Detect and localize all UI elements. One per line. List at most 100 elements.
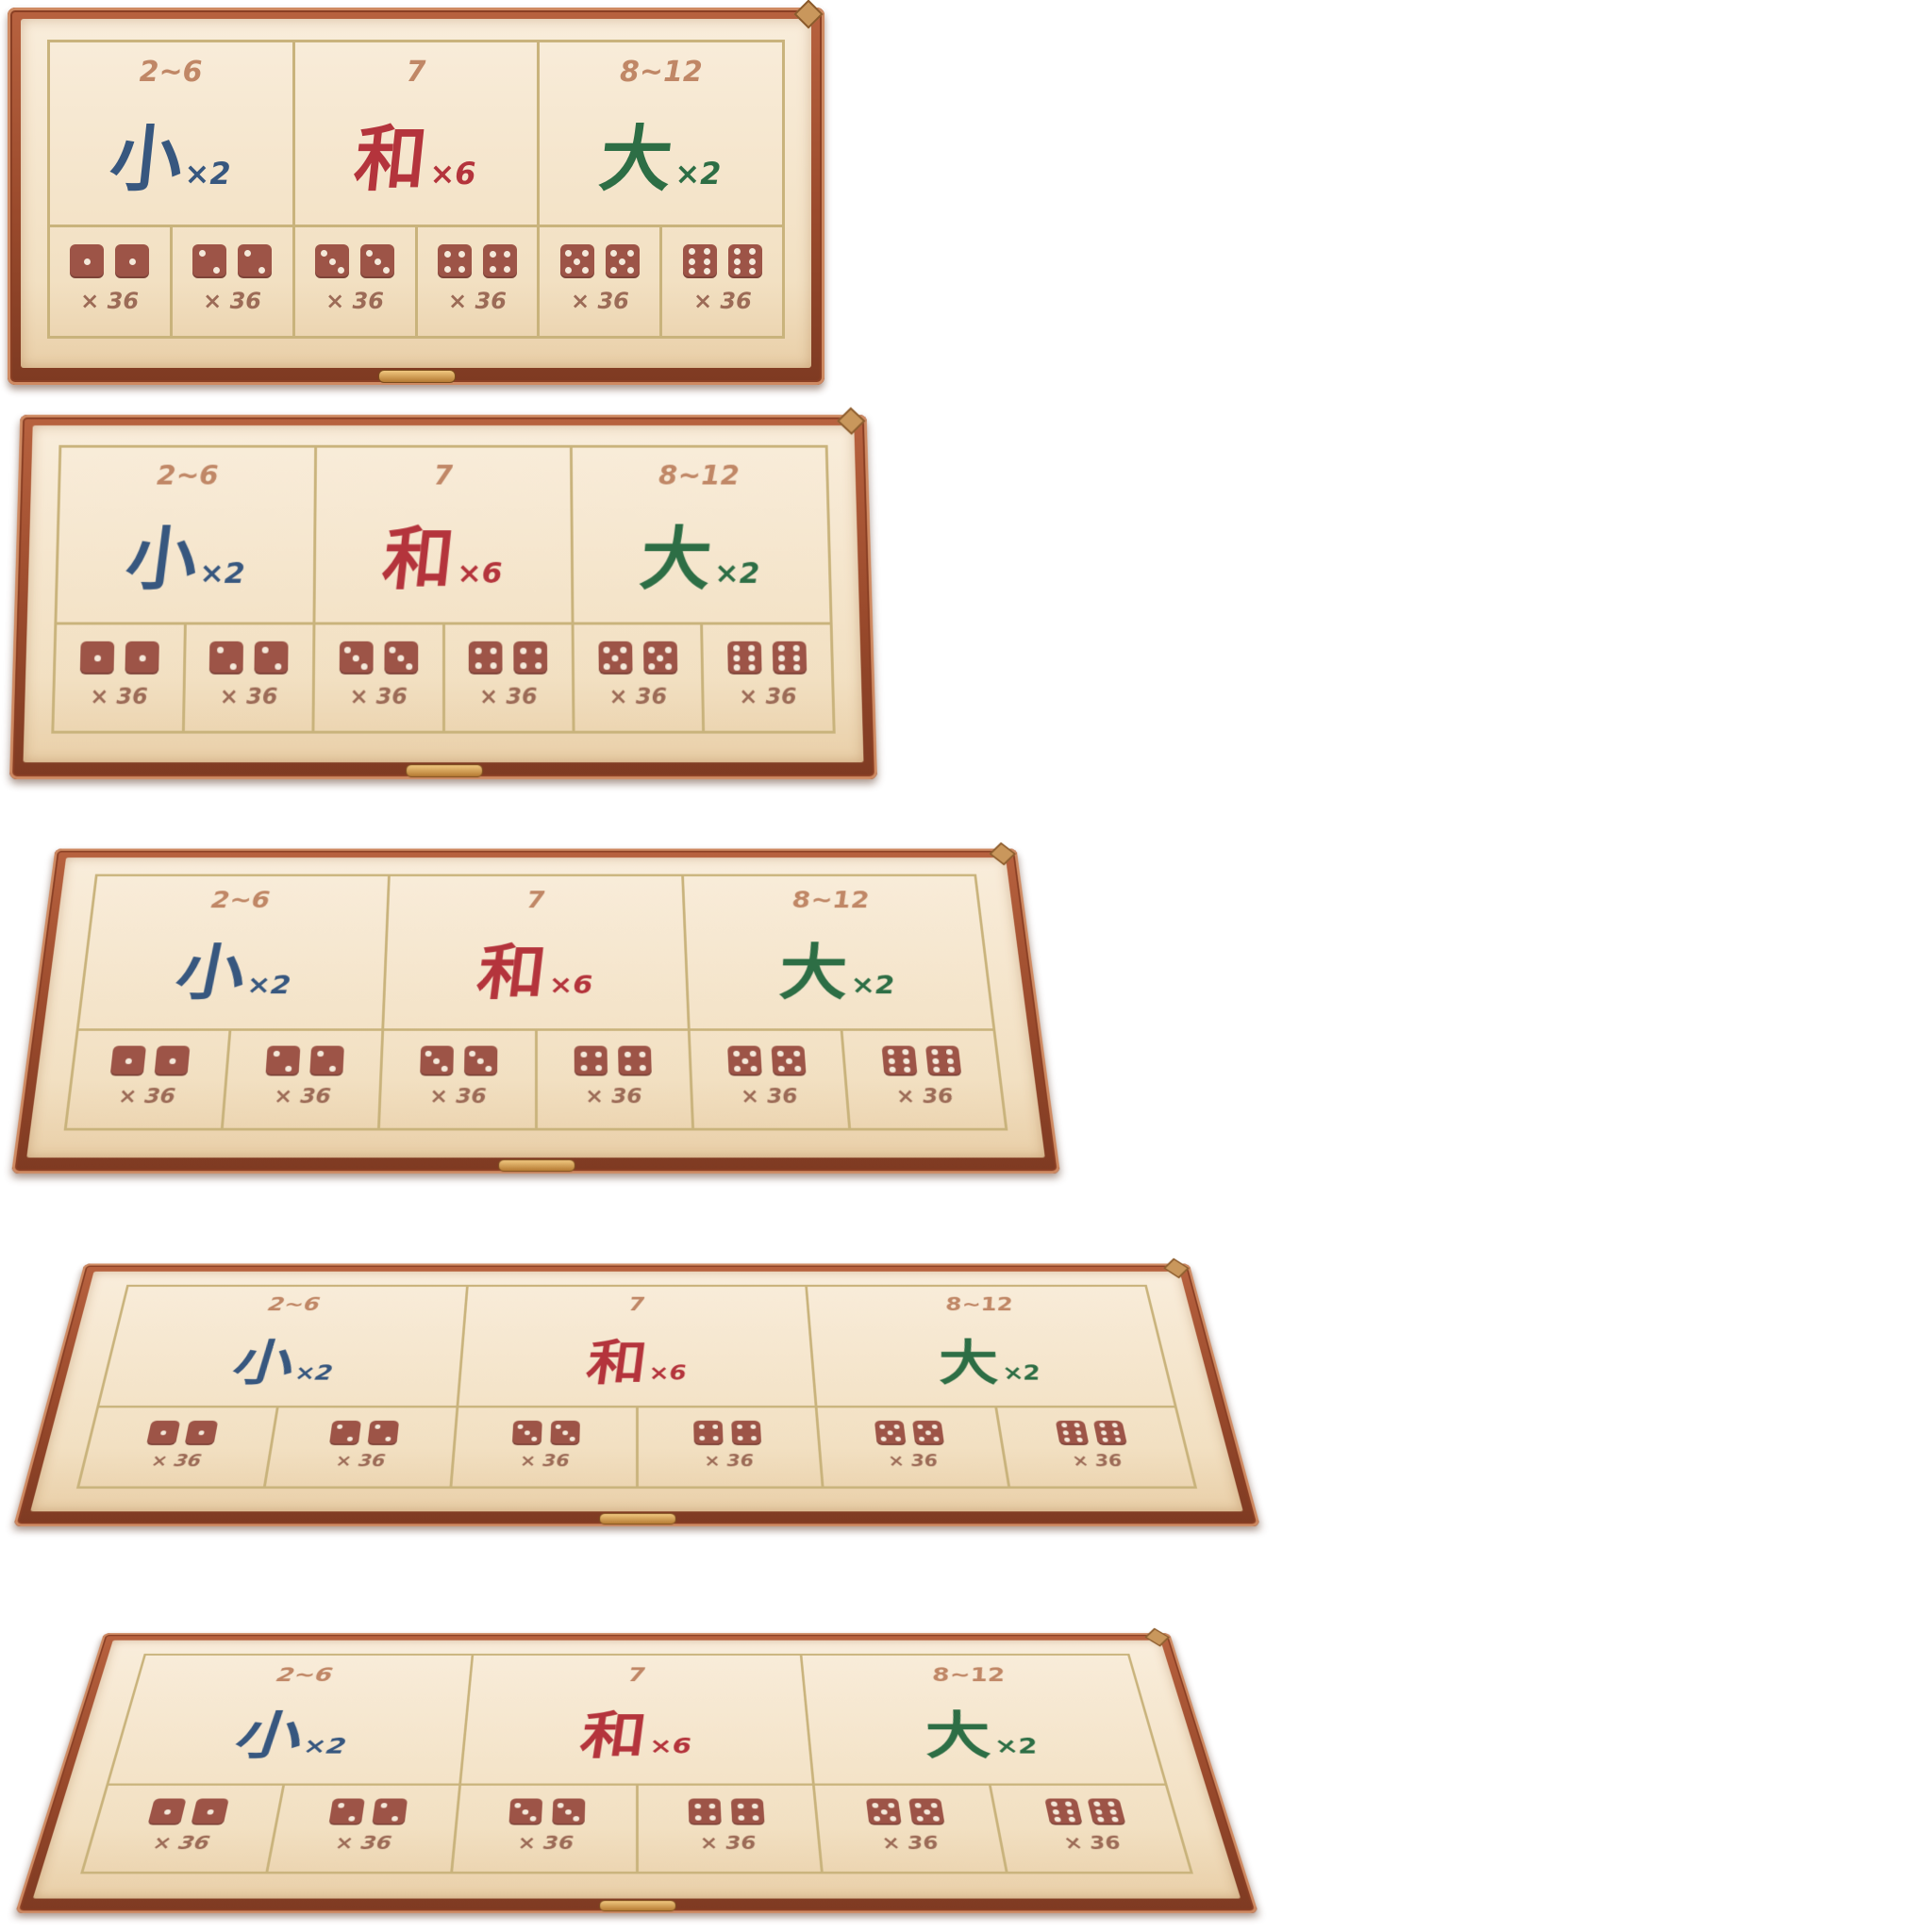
die-face-six [683,244,717,278]
pair-bet-twos[interactable]: × 36 [182,625,313,730]
pair-bet-sixs[interactable]: × 36 [659,227,782,336]
bet-big-area[interactable]: 8~12 大×2 [537,42,782,225]
bet-tie-area[interactable]: 7 和×6 [313,448,572,622]
die-pip [931,1049,938,1055]
bet-tie-area[interactable]: 7 和×6 [292,42,538,225]
bet-tie-area[interactable]: 7 和×6 [456,1287,815,1407]
die-pip [712,1424,718,1429]
die-face-five [598,641,632,675]
pair-bet-threes[interactable]: × 36 [377,1031,534,1128]
bet-small-area[interactable]: 2~6 小×2 [79,876,389,1028]
pair-bet-sixs[interactable]: × 36 [989,1786,1191,1872]
pair-bet-fives[interactable]: × 36 [571,625,702,730]
die-pip [1113,1430,1120,1435]
pair-bet-multiplier: × 36 [69,1084,225,1108]
pair-bet-twos[interactable]: × 36 [170,227,292,336]
pair-bet-ones[interactable]: × 36 [83,1786,282,1872]
pair-bet-fours[interactable]: × 36 [442,625,573,730]
die-pip [890,1816,896,1821]
die-pip [338,1803,344,1807]
bet-tie-label: 和×6 [295,101,538,205]
bet-big-area[interactable]: 8~12 大×2 [681,876,992,1028]
main-bets-row: 2~6 小×2 7 和×6 8~12 大×2 [99,1287,1175,1408]
bet-small-area[interactable]: 2~6 小×2 [58,448,314,622]
pair-bet-fives[interactable]: × 36 [688,1031,848,1128]
pair-bet-threes[interactable]: × 36 [449,1408,636,1487]
die-pip [375,1424,380,1429]
bet-tie-area[interactable]: 7 和×6 [382,876,688,1028]
die-pip [504,266,510,273]
die-pip [704,258,710,265]
die-pip [580,1064,587,1070]
bet-small-area[interactable]: 2~6 小×2 [108,1656,471,1783]
bet-small-area[interactable]: 2~6 小×2 [50,42,292,225]
die-pip [347,1437,353,1441]
pair-bet-twos[interactable]: × 36 [263,1408,456,1487]
bet-big-area[interactable]: 8~12 大×2 [570,448,829,622]
die-face-two [209,641,243,675]
die-face-six [1093,1421,1127,1445]
die-face-one [110,1046,146,1076]
pair-bet-fives[interactable]: × 36 [537,227,659,336]
pair-bet-ones[interactable]: × 36 [67,1031,229,1128]
die-face-five [606,244,640,278]
pair-bet-multiplier: × 36 [540,288,659,314]
die-face-one [146,1421,180,1445]
die-face-two [255,641,289,675]
bet-tie-area[interactable]: 7 和×6 [459,1656,812,1783]
bet-big-area[interactable]: 8~12 大×2 [806,1287,1174,1407]
bet-table: 2~6 小×2 7 和×6 8~12 大×2 × 36 × 36 × 36 × 36 × 36 × 3… [47,40,786,338]
pair-bet-ones[interactable]: × 36 [55,625,184,730]
pair-bet-sixs[interactable]: × 36 [700,625,832,730]
die-pip [258,267,265,274]
pair-bet-fives[interactable]: × 36 [812,1786,1006,1872]
bet-tie-label: 和×6 [385,924,687,1011]
pair-bet-sixs[interactable]: × 36 [841,1031,1006,1128]
pair-bet-threes[interactable]: × 36 [292,227,415,336]
bet-tie-multiplier: ×6 [649,1733,691,1759]
bet-big-char: 大 [637,503,717,603]
die-pip [777,1051,784,1057]
bet-small-area[interactable]: 2~6 小×2 [99,1287,466,1407]
die-pip [213,267,220,274]
bet-small-label: 小×2 [58,503,313,603]
die-pip [741,1058,748,1063]
die-pip [1064,1438,1071,1442]
pair-bet-threes[interactable]: × 36 [451,1786,636,1872]
pair-bet-multiplier: × 36 [575,684,702,709]
dice-pair [638,1421,818,1445]
die-pip [709,1815,716,1820]
pair-bet-fours[interactable]: × 36 [415,227,538,336]
die-pip [520,662,526,669]
pair-bet-ones[interactable]: × 36 [50,227,170,336]
pair-bet-sixs[interactable]: × 36 [995,1408,1194,1487]
pair-bet-fives[interactable]: × 36 [815,1408,1008,1487]
pair-bet-threes[interactable]: × 36 [312,625,442,730]
die-face-two [309,1046,344,1076]
die-pip [604,663,610,670]
pair-bet-multiplier: × 36 [692,1084,847,1108]
die-pip [751,1804,758,1808]
die-pip [748,645,755,652]
die-pip [565,250,572,257]
die-pip [1093,1801,1101,1806]
die-pip [749,655,756,661]
bet-big-label: 大×2 [811,1324,1172,1394]
die-face-three [552,1799,585,1825]
die-pip [934,1437,940,1441]
bet-big-area[interactable]: 8~12 大×2 [800,1656,1165,1783]
pair-bet-fours[interactable]: × 36 [535,1031,691,1128]
die-pip [924,1809,930,1814]
pair-bet-twos[interactable]: × 36 [221,1031,381,1128]
brass-handle-icon [599,1900,676,1911]
die-pip [749,258,756,265]
dice-pair [458,1799,635,1825]
pair-bet-fours[interactable]: × 36 [636,1786,821,1872]
pair-bet-twos[interactable]: × 36 [265,1786,458,1872]
die-pip [778,1065,785,1071]
pair-bet-fours[interactable]: × 36 [636,1408,822,1487]
die-pip [375,258,381,265]
die-pip [329,1065,336,1071]
pair-bet-ones[interactable]: × 36 [79,1408,275,1487]
die-pip [793,665,800,672]
